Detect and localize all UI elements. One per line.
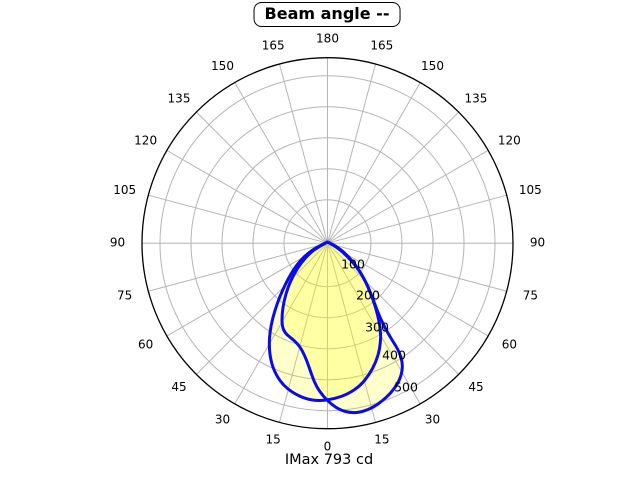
grid-spoke [327, 82, 421, 244]
angle-tick-label: 75 [117, 288, 132, 302]
angle-tick-label: 60 [138, 338, 153, 352]
angle-tick-label: 165 [262, 39, 285, 53]
grid-spoke [195, 111, 328, 244]
angle-tick-label: 15 [374, 433, 389, 447]
curve-line-plane-B-notched [280, 240, 404, 415]
angle-tick-label: 60 [502, 338, 517, 352]
grid-spoke [148, 242, 328, 292]
grid-spoke [327, 242, 421, 405]
grid-spoke [279, 243, 328, 423]
radial-tick-label: 500 [394, 380, 418, 395]
radial-tick-label: 300 [365, 320, 389, 335]
grid-spoke [327, 242, 507, 292]
grid-spoke [148, 194, 328, 244]
angle-tick-label: 90 [110, 236, 125, 250]
grid-spoke [327, 194, 507, 244]
angle-tick-label: 90 [530, 236, 545, 250]
curve-fill-plane-A-smooth [269, 242, 381, 401]
angle-tick-label: 45 [468, 380, 483, 394]
angle-tick-label: 30 [215, 412, 230, 426]
angle-tick-label: 105 [519, 183, 542, 197]
radial-tick-label: 200 [356, 288, 380, 303]
angle-tick-label: 180 [316, 32, 339, 46]
angle-tick-label: 135 [168, 91, 191, 105]
grid-spoke [279, 63, 328, 244]
angle-tick-label: 30 [425, 412, 440, 426]
grid-spoke [327, 242, 489, 337]
angle-tick-label: 105 [113, 183, 136, 197]
angle-tick-label: 135 [465, 91, 488, 105]
imax-label: IMax 793 cd [284, 452, 374, 468]
grid-spoke [327, 242, 460, 375]
angle-tick-label: 45 [171, 380, 186, 394]
outer-circle [141, 57, 514, 430]
chart-title: Beam angle -- [253, 2, 401, 27]
angle-tick-label: 120 [134, 134, 157, 148]
grid-spoke [327, 243, 376, 423]
grid-spoke [166, 150, 328, 244]
grid-spoke [234, 82, 328, 244]
grid-spoke [327, 63, 376, 244]
angle-tick-label: 0 [324, 440, 332, 454]
radial-tick-label: 100 [341, 257, 365, 272]
grid-spoke [195, 242, 328, 375]
radial-tick-label: 400 [382, 348, 406, 363]
grid-spoke [327, 150, 489, 244]
angle-tick-label: 75 [523, 288, 538, 302]
grid-spoke [327, 111, 460, 244]
angle-tick-label: 165 [370, 39, 393, 53]
angle-tick-label: 150 [421, 59, 444, 73]
angle-tick-label: 120 [498, 134, 521, 148]
angle-tick-label: 15 [266, 433, 281, 447]
angle-tick-label: 150 [211, 59, 234, 73]
